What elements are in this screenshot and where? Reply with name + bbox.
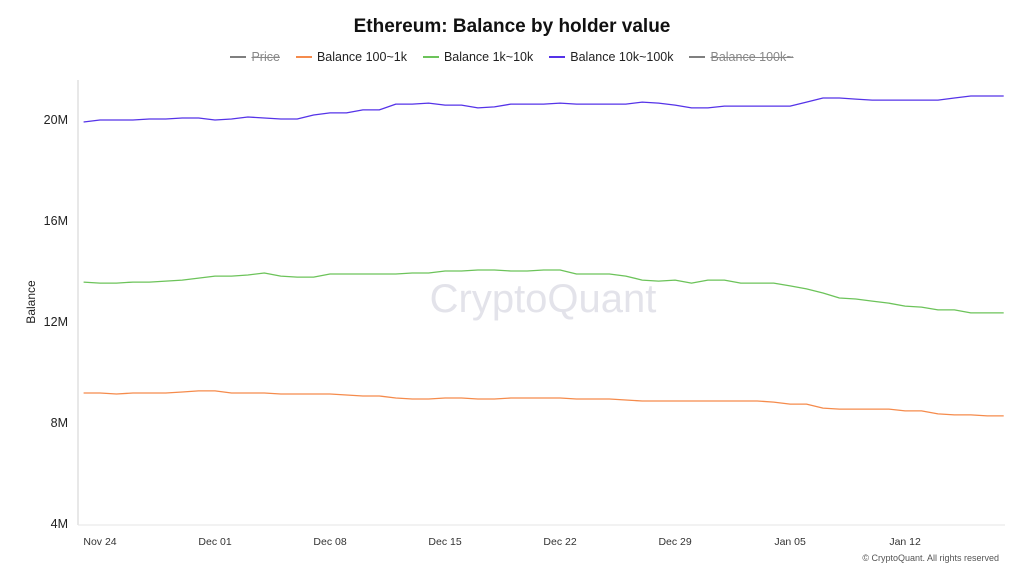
legend-item[interactable]: Price (230, 50, 280, 64)
y-tick-label: 16M (44, 214, 68, 228)
y-axis-label: Balance (24, 280, 38, 324)
series-line-balance-100-1k (83, 390, 1004, 417)
legend-item[interactable]: Balance 100~1k (295, 50, 407, 64)
copyright-footer: © CryptoQuant. All rights reserved (862, 553, 999, 563)
legend-swatch (295, 56, 312, 58)
x-tick-label: Dec 22 (543, 536, 576, 548)
x-tick-label: Dec 01 (198, 536, 231, 548)
legend-label: Balance 100k~ (710, 50, 794, 64)
legend-item[interactable]: Balance 100k~ (689, 50, 794, 64)
legend: Price Balance 100~1k Balance 1k~10k Balance… (0, 50, 1024, 64)
legend-item[interactable]: Balance 10k~100k (549, 50, 673, 64)
x-tick-label: Jan 12 (889, 536, 921, 548)
series-line-balance-10k-100k (83, 95, 1004, 123)
y-tick-label: 12M (44, 315, 68, 329)
legend-swatch (422, 56, 439, 58)
y-tick-label: 8M (51, 416, 68, 430)
legend-swatch (549, 56, 566, 58)
legend-swatch (230, 56, 247, 58)
series-line-balance-1k-10k (83, 269, 1004, 314)
legend-label: Balance 10k~100k (570, 50, 674, 64)
x-tick-label: Nov 24 (83, 536, 116, 548)
legend-label: Price (251, 50, 280, 64)
x-tick-label: Dec 15 (428, 536, 461, 548)
legend-swatch (689, 56, 706, 58)
x-tick-label: Dec 08 (313, 536, 346, 548)
x-tick-label: Dec 29 (658, 536, 691, 548)
x-tick-label: Jan 05 (774, 536, 806, 548)
chart-title: Ethereum: Balance by holder value (353, 16, 671, 37)
y-tick-label: 20M (44, 113, 68, 127)
legend-item[interactable]: Balance 1k~10k (422, 50, 534, 64)
y-tick-label: 4M (51, 517, 68, 531)
legend-label: Balance 1k~10k (443, 50, 534, 64)
legend-label: Balance 100~1k (316, 50, 407, 64)
watermark: CryptoQuant (430, 277, 657, 321)
